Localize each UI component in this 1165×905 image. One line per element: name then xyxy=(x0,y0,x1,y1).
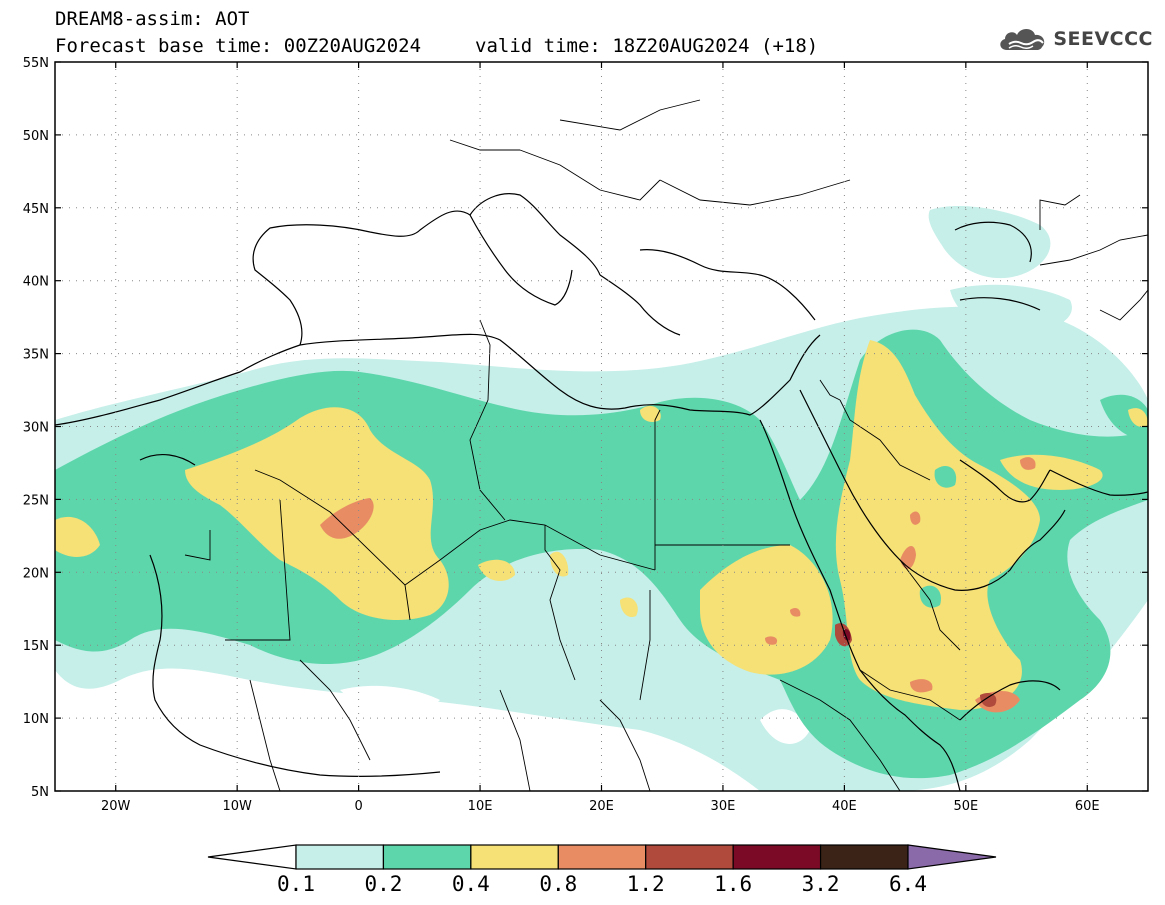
coastlines xyxy=(55,193,1148,791)
colorbar-box xyxy=(470,844,559,870)
lat-tick-label: 50N xyxy=(23,129,49,144)
axis-ticks xyxy=(55,61,1148,792)
colorbar-box xyxy=(645,844,734,870)
colorbar-box xyxy=(295,844,385,870)
time-line: Forecast base time: 00Z20AUG2024 valid ti… xyxy=(55,36,818,56)
colorbar-label: 6.4 xyxy=(889,872,927,896)
aot-green-patches xyxy=(919,465,957,608)
lon-tick-label: 40E xyxy=(832,799,857,814)
logo-text: SEEVCCC xyxy=(1053,28,1153,50)
colorbar-label: 0.1 xyxy=(277,872,315,896)
lat-tick-label: 45N xyxy=(23,202,49,217)
colorbar-box xyxy=(382,844,472,870)
seevccc-logo: SEEVCCC xyxy=(997,22,1153,56)
gridlines xyxy=(55,62,1148,791)
colorbar-high-triangle xyxy=(907,844,997,870)
lat-tick-label: 10N xyxy=(23,712,49,727)
lat-tick-label: 40N xyxy=(23,275,49,290)
valid-time: valid time: 18Z20AUG2024 (+18) xyxy=(475,35,819,57)
colorbar-low-triangle xyxy=(207,844,297,870)
lon-tick-label: 10W xyxy=(222,799,252,814)
base-time: Forecast base time: 00Z20AUG2024 xyxy=(55,35,422,57)
lat-tick-label: 5N xyxy=(31,785,49,800)
colorbar-box xyxy=(819,844,909,870)
lon-tick-label: 60E xyxy=(1075,799,1100,814)
colorbar-label: 0.2 xyxy=(364,872,402,896)
lat-tick-label: 30N xyxy=(23,421,49,436)
colorbar-label: 0.8 xyxy=(539,872,577,896)
lon-tick-label: 10E xyxy=(468,799,493,814)
axis-tick-labels: 20W 10W 0 10E 20E 30E 40E 50E 60E 5N 10N 15N 20N 25N 3… xyxy=(23,56,1100,814)
aot-field xyxy=(55,62,1148,791)
lon-tick-label: 20W xyxy=(101,799,131,814)
lon-tick-label: 30E xyxy=(711,799,736,814)
colorbar-label: 0.4 xyxy=(452,872,490,896)
aot-band-0-4 xyxy=(55,340,1148,710)
lon-tick-label: 0 xyxy=(354,799,362,814)
lat-tick-label: 35N xyxy=(23,348,49,363)
lat-tick-label: 15N xyxy=(23,639,49,654)
aot-map: 20W 10W 0 10E 20E 30E 40E 50E 60E 5N 10N 15N 20N 25N 3… xyxy=(23,56,1149,814)
colorbar-label: 3.2 xyxy=(802,872,840,896)
colorbar-label: 1.6 xyxy=(714,872,752,896)
lon-tick-label: 50E xyxy=(953,799,978,814)
lat-tick-label: 25N xyxy=(23,493,49,508)
lat-tick-label: 20N xyxy=(23,566,49,581)
lon-tick-label: 20E xyxy=(589,799,614,814)
colorbar-box xyxy=(557,844,647,870)
map-title: DREAM8-assim: AOT xyxy=(55,8,250,30)
colorbar-box xyxy=(732,844,822,870)
colorbar-boxes xyxy=(207,844,997,870)
colorbar-labels: 0.1 0.2 0.4 0.8 1.2 1.6 3.2 6.4 xyxy=(277,872,927,896)
country-borders xyxy=(184,99,1148,791)
colorbar-label: 1.2 xyxy=(627,872,665,896)
cloud-icon xyxy=(1000,29,1045,50)
lat-tick-label: 55N xyxy=(23,56,49,71)
